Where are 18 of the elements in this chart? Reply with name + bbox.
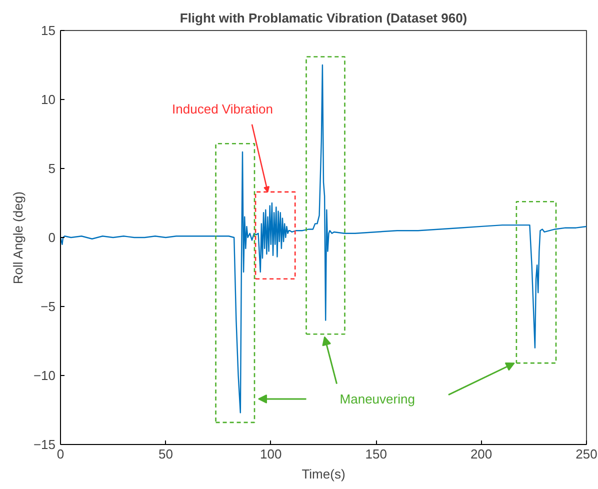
y-tick-label: −10 xyxy=(33,368,56,383)
y-axis-title: Roll Angle (deg) xyxy=(10,192,26,284)
y-tick-label: 15 xyxy=(41,23,56,38)
x-axis-title: Time(s) xyxy=(302,466,346,482)
annotation: Induced Vibration xyxy=(172,102,273,117)
y-tick-label: −5 xyxy=(40,299,56,314)
x-tick-label: 150 xyxy=(365,446,387,462)
y-tick-label: 10 xyxy=(41,92,56,107)
x-tick-label: 50 xyxy=(158,446,173,462)
y-tick-label: −15 xyxy=(33,437,56,452)
y-tick-label: 0 xyxy=(48,230,56,245)
chart-title: Flight with Problamatic Vibration (Dataset 960) xyxy=(180,10,468,26)
line-series xyxy=(60,64,586,414)
x-tick-label: 250 xyxy=(576,446,598,462)
annotation: Maneuvering xyxy=(340,391,415,406)
x-tick-label: 100 xyxy=(260,446,282,462)
y-tick-label: 5 xyxy=(48,161,56,176)
x-tick-label: 200 xyxy=(470,446,492,462)
